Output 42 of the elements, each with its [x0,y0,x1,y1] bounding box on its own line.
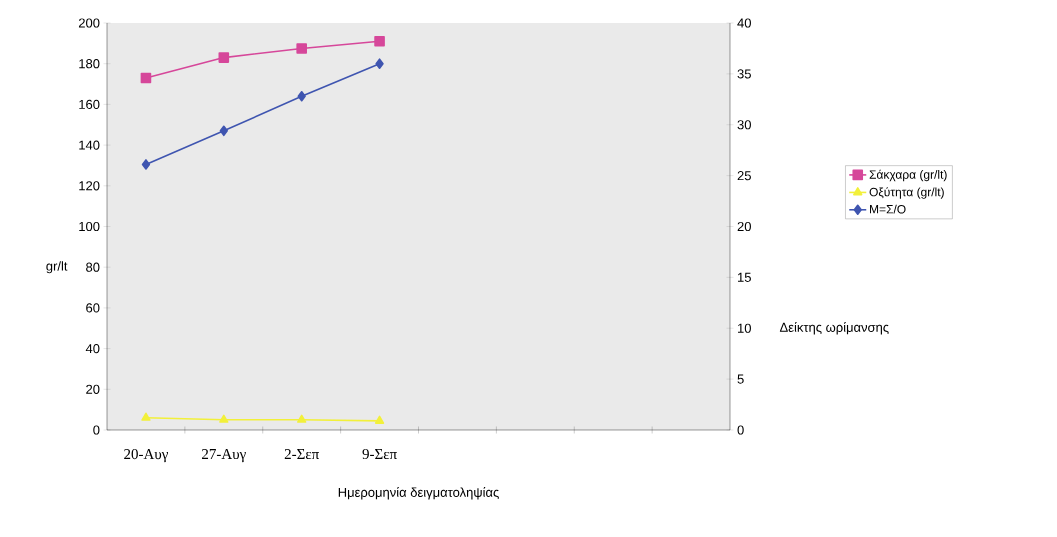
y2-tick-label: 30 [737,120,751,130]
y-tick-label: 200 [78,18,100,28]
point [141,412,151,421]
y-tick-label: 140 [79,140,100,150]
x-tick-label: 9-Σεπ [362,449,397,460]
point [219,414,229,423]
y-tick-label: 120 [79,181,100,191]
point [297,90,306,102]
y2-tick-label: 35 [737,69,751,79]
y-tick-label: 0 [93,425,100,435]
y2-tick-label: 40 [737,18,751,28]
y2-tick-label: 10 [738,323,751,333]
point [296,414,307,423]
point [374,36,385,47]
y-tick-label: 180 [79,59,100,69]
y-tick-label: 160 [79,99,100,109]
point [218,52,230,63]
point [374,415,385,424]
x-tick-label: 2-Σεπ [284,449,320,460]
y2-tick-label: 5 [737,374,744,384]
y-tick-label: 40 [85,344,100,354]
point [375,58,384,69]
y2-tick-label: 20 [737,221,751,232]
y2-tick-label: 0 [737,425,744,435]
x-tick-label: 27-Αυγ [202,449,246,463]
point [219,125,228,137]
x-axis-title: Ημερομηνία δειγματοληψίας [338,487,499,500]
y2-tick-label: 25 [737,171,751,181]
legend-label: Οξύτητα (gr/lt) [869,187,944,199]
point [296,43,307,54]
point [141,159,151,170]
legend-label: Σάκχαρα (gr/lt) [869,169,947,182]
y2-tick-label: 15 [738,272,751,282]
point [140,72,152,84]
y-tick-label: 80 [86,262,100,272]
y-tick-label: 100 [79,221,100,232]
y-tick-label: 60 [86,303,100,313]
legend-label: M=Σ/Ο [870,204,906,214]
y2-axis-title: Δείκτης ωρίμανσης [779,322,889,335]
y-tick-label: 20 [86,384,100,394]
y-axis-title: gr/lt [46,261,68,274]
x-tick-label: 20-Αυγ [124,449,169,463]
